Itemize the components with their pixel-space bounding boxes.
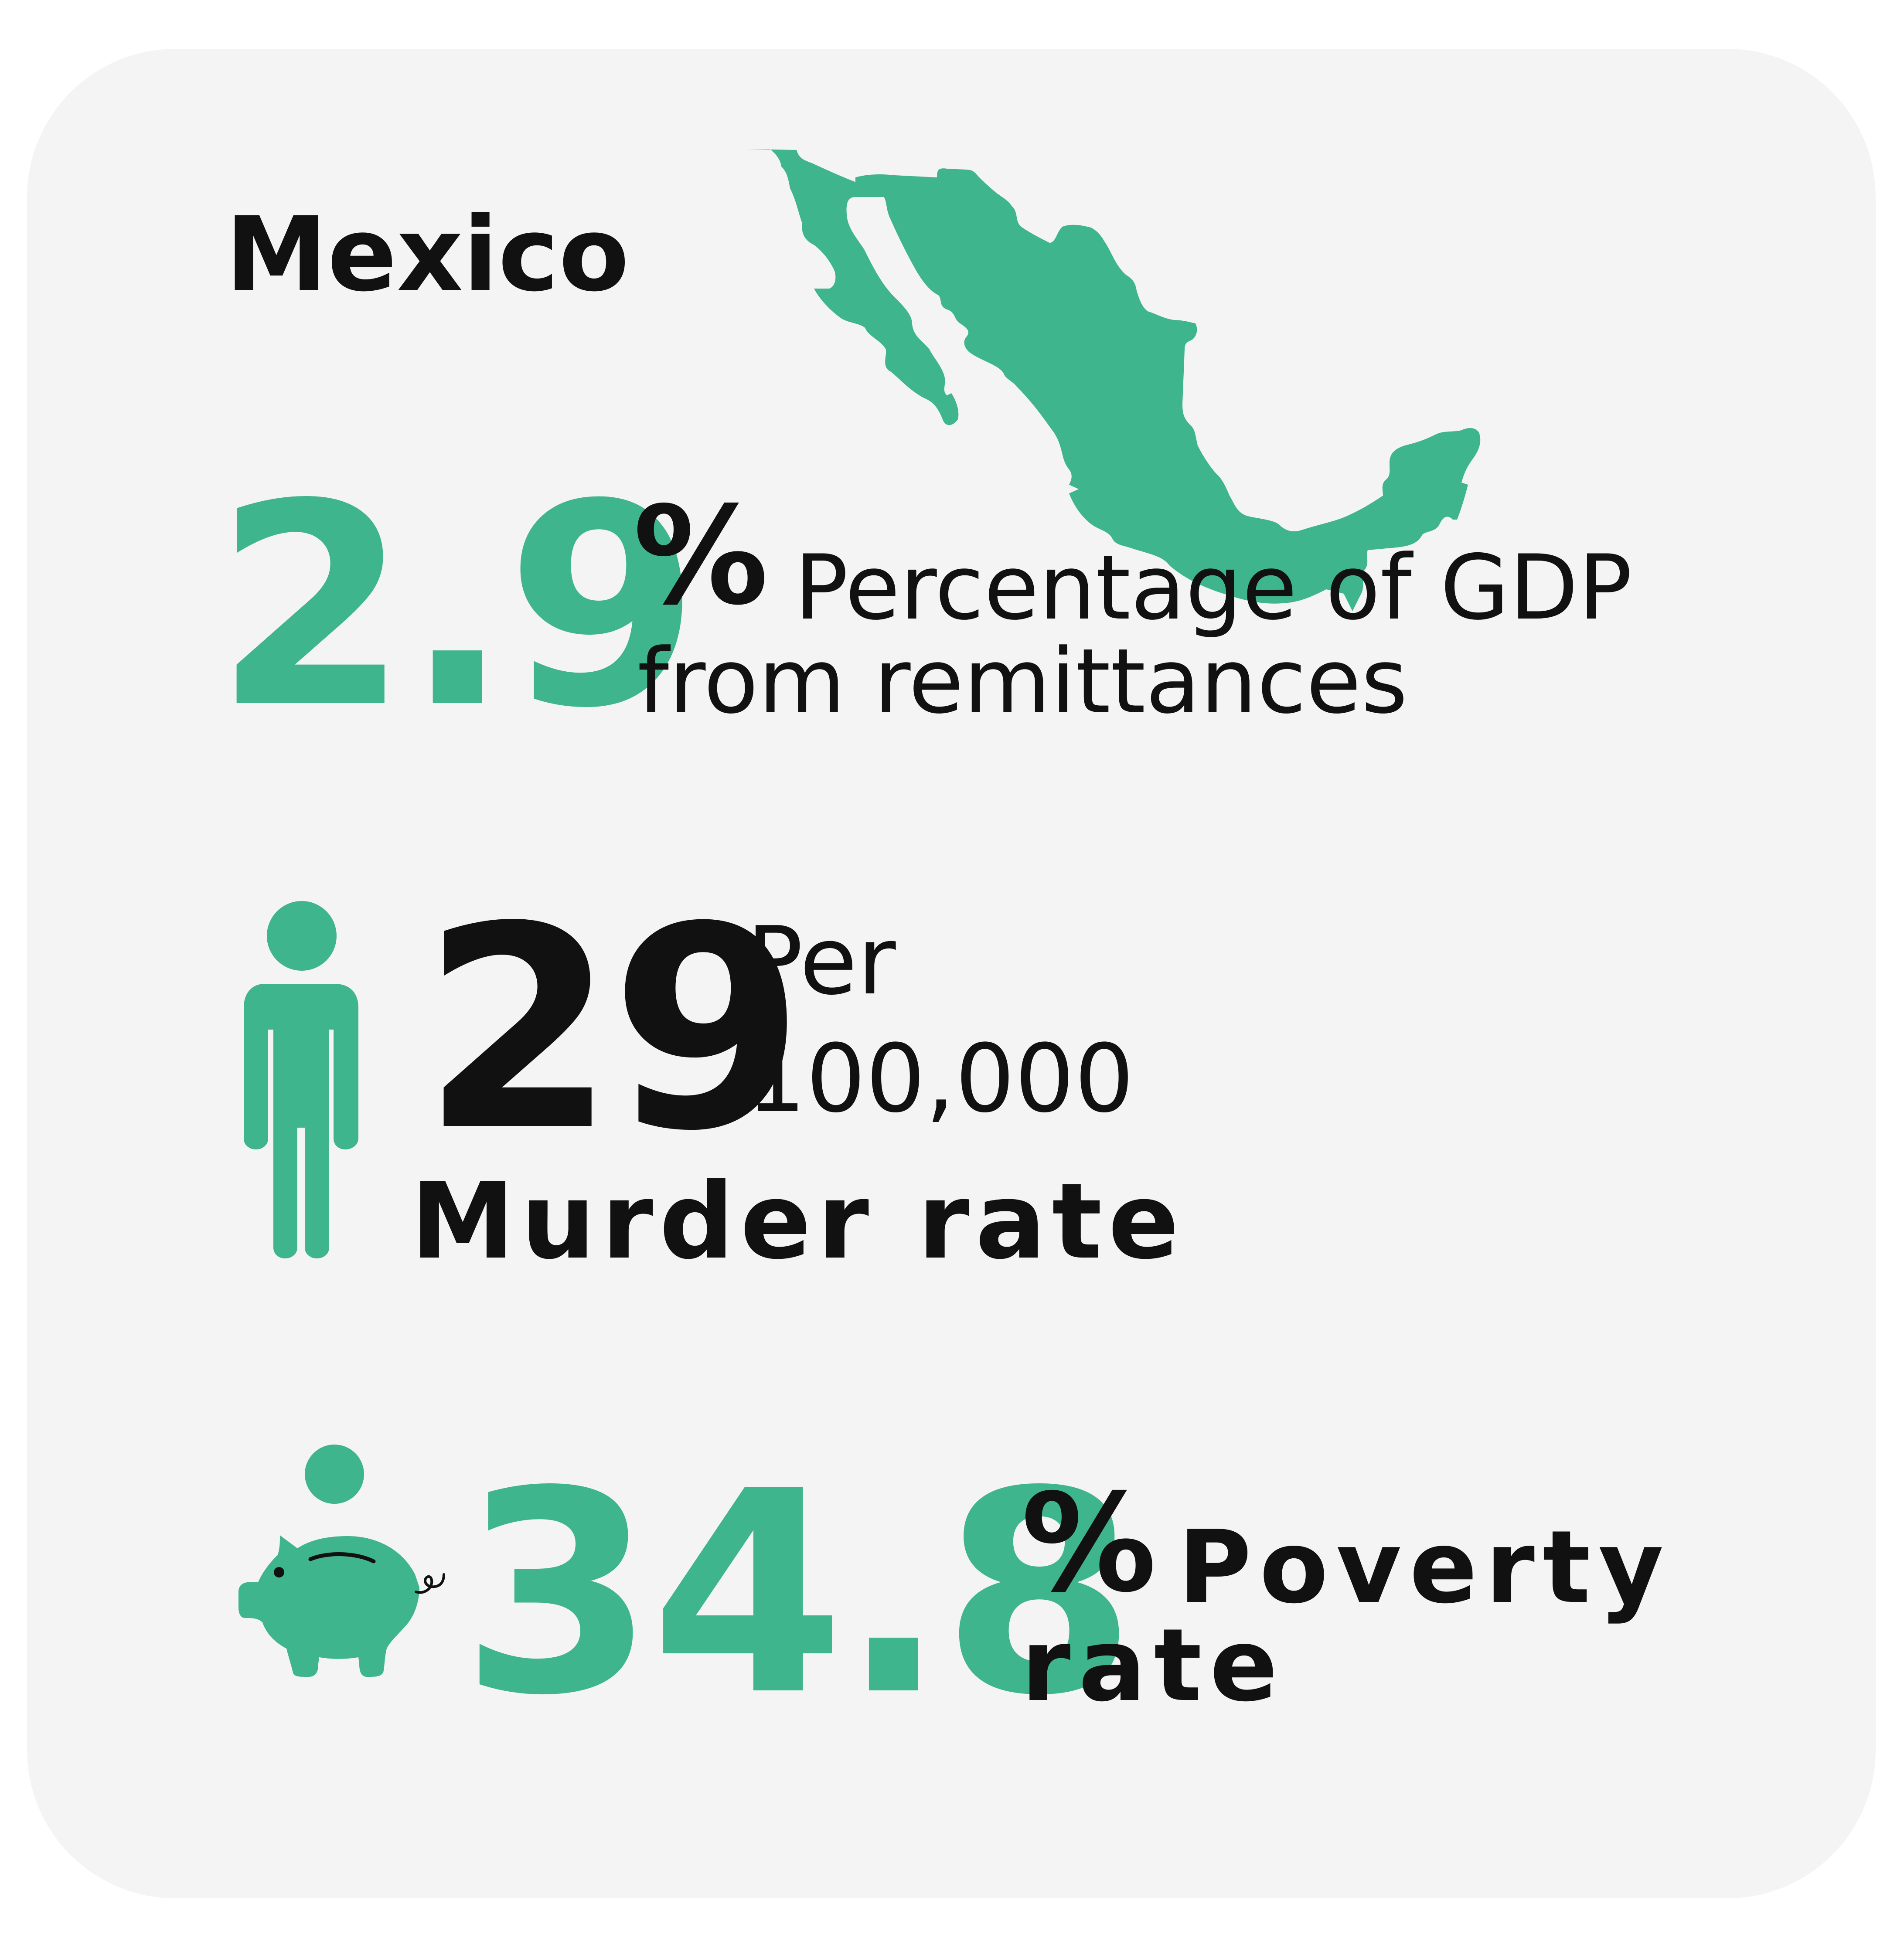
person-icon xyxy=(238,901,358,1258)
murder-rate-label: Murder rate xyxy=(411,1160,1185,1282)
piggy-bank-icon xyxy=(238,1445,445,1677)
country-title: Mexico xyxy=(225,195,630,314)
murder-rate-value: 29 xyxy=(422,867,805,1192)
murder-unit-line2: 100,000 xyxy=(746,1024,1134,1133)
remittances-value: 2.9 xyxy=(215,444,700,769)
remittances-label-line2: from remittances xyxy=(637,630,1408,734)
poverty-unit: % xyxy=(1021,1465,1157,1622)
poverty-label-line1: Poverty xyxy=(1178,1509,1672,1626)
poverty-label-line2: rate xyxy=(1021,1608,1286,1724)
poverty-rate-value: 34.8 xyxy=(461,1431,1136,1756)
stat-card: Mexico 2.9 % Percentage of GDP from remi… xyxy=(27,49,1876,1898)
remittances-unit: % xyxy=(633,478,769,635)
mexico-map-icon xyxy=(746,149,1481,611)
remittances-label-line1: Percentage of GDP xyxy=(794,536,1632,640)
murder-unit-line1: Per xyxy=(746,906,896,1016)
